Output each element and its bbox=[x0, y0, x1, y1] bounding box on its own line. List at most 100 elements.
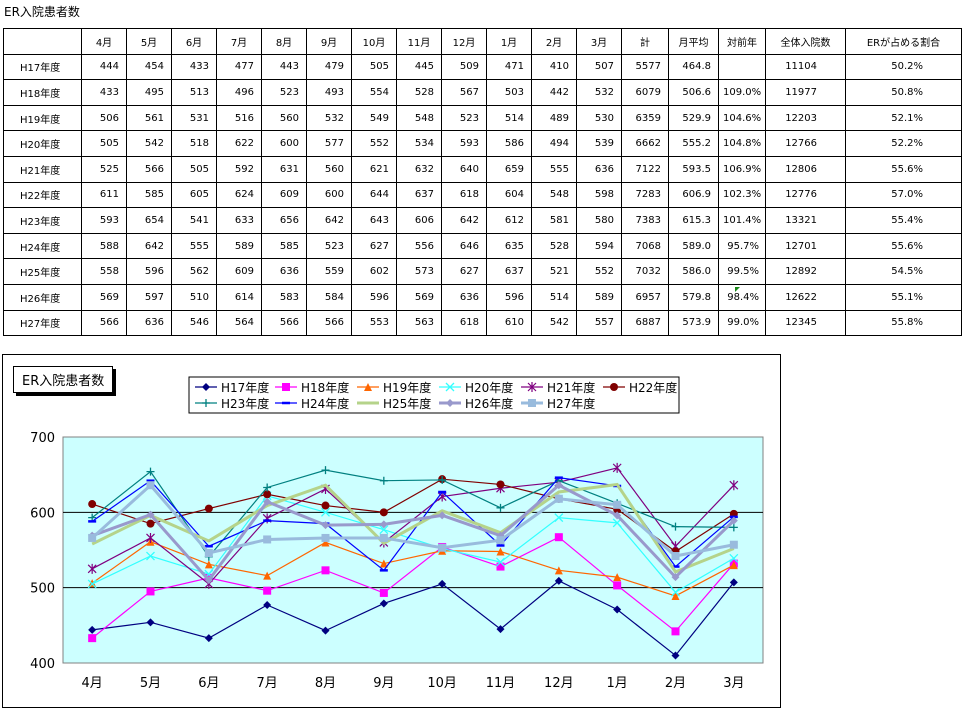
table-cell[interactable]: 505 bbox=[171, 155, 217, 183]
table-cell[interactable]: 542 bbox=[126, 130, 172, 157]
table-cell[interactable]: 104.8% bbox=[718, 130, 766, 157]
table-cell[interactable] bbox=[718, 53, 766, 81]
table-cell[interactable]: 7283 bbox=[621, 181, 669, 209]
table-cell[interactable]: H19年度 bbox=[3, 104, 82, 132]
table-cell[interactable]: 50.8% bbox=[845, 79, 962, 106]
table-cell[interactable]: 563 bbox=[396, 309, 442, 337]
table-cell[interactable]: 554 bbox=[351, 79, 397, 106]
table-cell[interactable]: 109.0% bbox=[718, 79, 766, 106]
table-cell[interactable]: 559 bbox=[306, 258, 352, 285]
table-cell[interactable]: 542 bbox=[531, 309, 577, 337]
table-header-cell[interactable]: 全体入院数 bbox=[765, 28, 846, 55]
table-cell[interactable]: 6662 bbox=[621, 130, 669, 157]
table-cell[interactable]: 104.6% bbox=[718, 104, 766, 132]
table-cell[interactable]: 12345 bbox=[765, 309, 846, 337]
table-cell[interactable]: 539 bbox=[576, 130, 622, 157]
table-cell[interactable]: 12806 bbox=[765, 155, 846, 183]
table-cell[interactable]: 99.5% bbox=[718, 258, 766, 285]
table-cell[interactable]: 55.6% bbox=[845, 232, 962, 260]
table-cell[interactable]: 561 bbox=[126, 104, 172, 132]
table-cell[interactable]: H18年度 bbox=[3, 79, 82, 106]
table-cell[interactable]: 636 bbox=[441, 283, 487, 311]
table-cell[interactable]: 12892 bbox=[765, 258, 846, 285]
table-cell[interactable]: 7032 bbox=[621, 258, 669, 285]
table-cell[interactable]: 50.2% bbox=[845, 53, 962, 81]
table-cell[interactable]: 557 bbox=[576, 309, 622, 337]
table-cell[interactable]: 560 bbox=[306, 155, 352, 183]
table-cell[interactable]: 596 bbox=[126, 258, 172, 285]
table-cell[interactable]: 505 bbox=[351, 53, 397, 81]
table-cell[interactable]: 52.1% bbox=[845, 104, 962, 132]
table-cell[interactable]: 541 bbox=[171, 207, 217, 234]
table-cell[interactable]: 632 bbox=[396, 155, 442, 183]
table-cell[interactable]: 642 bbox=[126, 232, 172, 260]
table-cell[interactable]: 6079 bbox=[621, 79, 669, 106]
table-cell[interactable]: 549 bbox=[351, 104, 397, 132]
table-cell[interactable]: 11104 bbox=[765, 53, 846, 81]
table-cell[interactable]: 552 bbox=[351, 130, 397, 157]
table-cell[interactable]: H26年度 bbox=[3, 283, 82, 311]
table-cell[interactable]: 442 bbox=[531, 79, 577, 106]
table-cell[interactable]: 642 bbox=[306, 207, 352, 234]
table-cell[interactable]: H25年度 bbox=[3, 258, 82, 285]
table-cell[interactable]: 593 bbox=[441, 130, 487, 157]
table-cell[interactable]: 531 bbox=[171, 104, 217, 132]
table-cell[interactable]: 518 bbox=[171, 130, 217, 157]
table-cell[interactable]: 12622 bbox=[765, 283, 846, 311]
table-cell[interactable]: 566 bbox=[126, 155, 172, 183]
table-cell[interactable]: 640 bbox=[441, 155, 487, 183]
table-cell[interactable]: 98.4% bbox=[718, 283, 766, 311]
table-cell[interactable]: 600 bbox=[306, 181, 352, 209]
table-cell[interactable]: 615.3 bbox=[668, 207, 719, 234]
table-cell[interactable]: 523 bbox=[261, 79, 307, 106]
table-cell[interactable]: 644 bbox=[351, 181, 397, 209]
table-cell[interactable]: 556 bbox=[396, 232, 442, 260]
table-cell[interactable]: 602 bbox=[351, 258, 397, 285]
table-cell[interactable]: 548 bbox=[396, 104, 442, 132]
table-cell[interactable]: 562 bbox=[171, 258, 217, 285]
table-cell[interactable]: 573 bbox=[396, 258, 442, 285]
table-cell[interactable]: 581 bbox=[531, 207, 577, 234]
table-cell[interactable]: 6957 bbox=[621, 283, 669, 311]
table-cell[interactable]: 585 bbox=[126, 181, 172, 209]
chart-area[interactable]: 400 500 600 700 4月 5月 6月 7月 8月 9月 10月 11月 12月 1月 2月 3月 H… bbox=[2, 354, 781, 708]
table-cell[interactable]: 523 bbox=[306, 232, 352, 260]
table-header-cell[interactable]: 3月 bbox=[576, 28, 622, 55]
table-cell[interactable]: 503 bbox=[486, 79, 532, 106]
table-cell[interactable]: 611 bbox=[81, 181, 127, 209]
table-cell[interactable]: 631 bbox=[261, 155, 307, 183]
table-cell[interactable]: 560 bbox=[261, 104, 307, 132]
table-cell[interactable]: 593 bbox=[81, 207, 127, 234]
table-cell[interactable]: 529.9 bbox=[668, 104, 719, 132]
table-cell[interactable]: 558 bbox=[81, 258, 127, 285]
table-cell[interactable]: 600 bbox=[261, 130, 307, 157]
table-header-cell[interactable]: 11月 bbox=[396, 28, 442, 55]
table-header-cell[interactable]: ERが占める割合 bbox=[845, 28, 962, 55]
table-cell[interactable]: 55.4% bbox=[845, 207, 962, 234]
table-header-cell[interactable]: 1月 bbox=[486, 28, 532, 55]
table-cell[interactable]: 637 bbox=[486, 258, 532, 285]
table-cell[interactable]: 101.4% bbox=[718, 207, 766, 234]
table-cell[interactable]: 528 bbox=[396, 79, 442, 106]
table-cell[interactable]: 521 bbox=[531, 258, 577, 285]
table-cell[interactable]: 513 bbox=[171, 79, 217, 106]
table-cell[interactable]: 530 bbox=[576, 104, 622, 132]
table-cell[interactable]: 584 bbox=[306, 283, 352, 311]
table-cell[interactable]: 552 bbox=[576, 258, 622, 285]
table-cell[interactable]: 454 bbox=[126, 53, 172, 81]
table-cell[interactable]: 635 bbox=[486, 232, 532, 260]
table-cell[interactable]: 493 bbox=[306, 79, 352, 106]
table-cell[interactable]: 444 bbox=[81, 53, 127, 81]
table-cell[interactable]: 445 bbox=[396, 53, 442, 81]
table-cell[interactable]: 583 bbox=[261, 283, 307, 311]
table-cell[interactable]: 516 bbox=[216, 104, 262, 132]
table-header-cell[interactable]: 対前年 bbox=[718, 28, 766, 55]
table-cell[interactable]: 525 bbox=[81, 155, 127, 183]
table-cell[interactable]: 618 bbox=[441, 309, 487, 337]
table-cell[interactable]: 477 bbox=[216, 53, 262, 81]
table-cell[interactable]: 609 bbox=[261, 181, 307, 209]
table-cell[interactable]: 548 bbox=[531, 181, 577, 209]
table-cell[interactable]: 596 bbox=[351, 283, 397, 311]
table-cell[interactable]: 585 bbox=[261, 232, 307, 260]
table-cell[interactable]: 566 bbox=[261, 309, 307, 337]
